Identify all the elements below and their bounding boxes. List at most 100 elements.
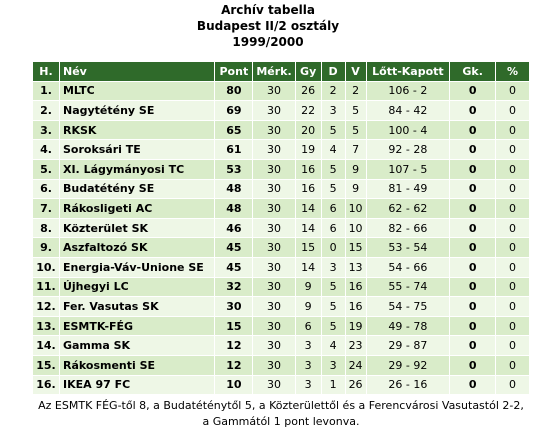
table-cell: 0	[449, 198, 497, 219]
table-cell: 9.	[32, 237, 60, 258]
table-cell: 5	[320, 276, 346, 298]
table-cell: 9	[294, 276, 322, 298]
table-cell: ESMTK-FÉG	[58, 315, 216, 337]
table-row: 7. Rákosligeti AC 48 30 14 6 10 62 - 62 0 0	[32, 198, 530, 219]
table-cell: 12.	[32, 296, 60, 317]
table-cell: 0	[495, 198, 530, 219]
table-cell: 14.	[32, 335, 60, 356]
table-cell: Rákosmenti SE	[58, 354, 216, 376]
table-cell: 10	[344, 217, 367, 239]
table-cell: 30	[252, 315, 296, 337]
table-cell: 15.	[32, 354, 60, 376]
table-cell: 6.	[32, 178, 60, 200]
table-cell: 30	[252, 335, 296, 356]
table-cell: 26 - 16	[365, 374, 451, 396]
table-row: 11. Újhegyi LC 32 30 9 5 16 55 - 74 0 0	[32, 276, 530, 298]
table-cell: 23	[344, 335, 367, 356]
table-cell: 12	[214, 335, 254, 356]
subtitle: Budapest II/2 osztály	[196, 19, 340, 33]
table-row: 8. Közterület SK 46 30 14 6 10 82 - 66 0 0	[32, 217, 530, 239]
column-header: Gy	[294, 61, 322, 82]
table-cell: 9	[344, 178, 367, 200]
table-cell: MLTC	[58, 80, 216, 102]
table-cell: 0	[449, 276, 497, 298]
table-cell: 100 - 4	[365, 119, 451, 141]
table-cell: 30	[252, 198, 296, 219]
table-row: 16. IKEA 97 FC 10 30 3 1 26 26 - 16 0 0	[32, 374, 530, 396]
table-cell: 30	[252, 276, 296, 298]
table-cell: 3.	[32, 119, 60, 141]
table-cell: 4.	[32, 139, 60, 160]
table-cell: 14	[294, 217, 322, 239]
table-cell: 45	[214, 256, 254, 278]
table-cell: 0	[495, 80, 530, 102]
table-cell: 3	[320, 100, 346, 121]
table-cell: 9	[344, 158, 367, 180]
table-cell: 30	[252, 158, 296, 180]
note: Az ESMTK FÉG-től 8, a Budatéténytől 5, a…	[32, 394, 530, 435]
table-cell: 53	[214, 158, 254, 180]
table-cell: 8.	[32, 217, 60, 239]
table-cell: 16	[294, 158, 322, 180]
column-header: %	[495, 61, 530, 82]
table-cell: 12	[214, 354, 254, 376]
table-cell: 0	[449, 158, 497, 180]
table-cell: 20	[294, 119, 322, 141]
table-cell: 55 - 74	[365, 276, 451, 298]
table-row: 12. Fer. Vasutas SK 30 30 9 5 16 54 - 75 0 0	[32, 296, 530, 317]
table-cell: 6	[320, 198, 346, 219]
table-cell: 15	[294, 237, 322, 258]
table-cell: Aszfaltozó SK	[58, 237, 216, 258]
table-row: 6. Budatétény SE 48 30 16 5 9 81 - 49 0 0	[32, 178, 530, 200]
table-cell: 19	[344, 315, 367, 337]
table-cell: 5	[344, 100, 367, 121]
table-cell: 0	[449, 354, 497, 376]
table-row: 14. Gamma SK 12 30 3 4 23 29 - 87 0 0	[32, 335, 530, 356]
table-cell: 30	[252, 256, 296, 278]
table-cell: 29 - 92	[365, 354, 451, 376]
table-cell: 9	[294, 296, 322, 317]
table-cell: 45	[214, 237, 254, 258]
table-cell: 16	[344, 276, 367, 298]
table-cell: 10.	[32, 256, 60, 278]
table-cell: 22	[294, 100, 322, 121]
column-header: Gk.	[449, 61, 497, 82]
table-cell: 13	[344, 256, 367, 278]
table-row: 4. Soroksári TE 61 30 19 4 7 92 - 28 0 0	[32, 139, 530, 160]
table-cell: 2	[344, 80, 367, 102]
table-cell: 0	[495, 178, 530, 200]
table-cell: RKSK	[58, 119, 216, 141]
table-cell: 0	[495, 335, 530, 356]
table-cell: Újhegyi LC	[58, 276, 216, 298]
table-cell: 3	[320, 256, 346, 278]
table-cell: 15	[344, 237, 367, 258]
table-cell: 0	[449, 237, 497, 258]
table-cell: 0	[495, 315, 530, 337]
table-cell: 2	[320, 80, 346, 102]
title: Archív tabella	[221, 3, 315, 17]
table-cell: IKEA 97 FC	[58, 374, 216, 396]
header-row: H. Név Pont Mérk. Gy D V Lőtt-Kapott Gk.%	[32, 61, 530, 82]
table-cell: 5.	[32, 158, 60, 180]
table-cell: 0	[449, 256, 497, 278]
table-cell: 14	[294, 198, 322, 219]
table-cell: 61	[214, 139, 254, 160]
table-cell: 2.	[32, 100, 60, 121]
table-cell: 11.	[32, 276, 60, 298]
table-cell: 0	[495, 256, 530, 278]
season: 1999/2000	[232, 35, 304, 49]
table-cell: 81 - 49	[365, 178, 451, 200]
table-cell: 16	[294, 178, 322, 200]
column-header: V	[344, 61, 367, 82]
table-cell: 5	[320, 119, 346, 141]
table-cell: 30	[252, 237, 296, 258]
table-cell: 0	[495, 374, 530, 396]
table-cell: 6	[294, 315, 322, 337]
note-row: Az ESMTK FÉG-től 8, a Budatéténytől 5, a…	[32, 394, 530, 435]
table-cell: 3	[294, 335, 322, 356]
table-cell: 16	[344, 296, 367, 317]
table-cell: 5	[320, 158, 346, 180]
table-cell: 53 - 54	[365, 237, 451, 258]
table-cell: 65	[214, 119, 254, 141]
